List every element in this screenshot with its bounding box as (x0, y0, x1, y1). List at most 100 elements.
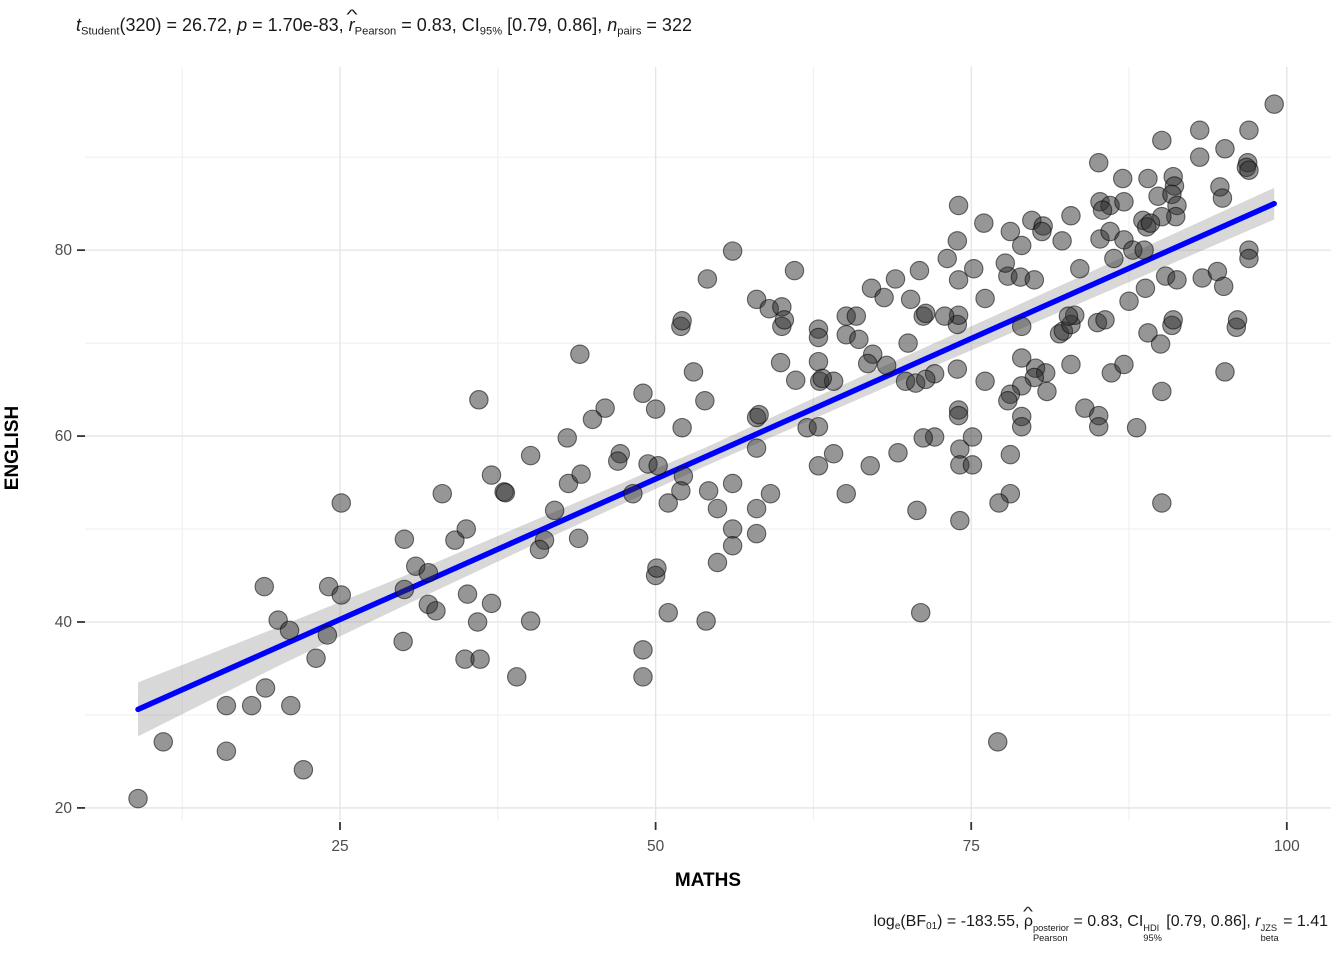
data-point (962, 455, 983, 475)
data-point (707, 498, 728, 519)
data-point (760, 483, 781, 504)
y-tick-label: 40 (55, 614, 73, 631)
data-point (495, 483, 516, 503)
data-point (281, 695, 301, 716)
bayes-caption: loge(BF01) = -183.55, ρ ^ posterior Pearson… (873, 905, 1328, 944)
data-point (1011, 235, 1032, 256)
data-point (255, 678, 276, 698)
data-point (774, 310, 795, 330)
data-point (394, 529, 415, 550)
stat-segment: = 322 (641, 15, 692, 35)
data-point (317, 625, 338, 645)
data-point (1032, 221, 1052, 242)
data-point (1138, 323, 1158, 343)
data-point (1212, 188, 1233, 208)
data-point (1134, 240, 1154, 260)
data-point (998, 390, 1018, 411)
data-point (568, 528, 589, 549)
data-point (331, 585, 352, 605)
data-point (1119, 291, 1139, 312)
data-point (975, 371, 995, 391)
data-point (1114, 354, 1134, 375)
confidence-band (138, 187, 1275, 737)
data-point (1126, 417, 1147, 438)
y-tick-label: 60 (55, 428, 73, 445)
data-point (469, 390, 489, 410)
data-point (658, 493, 678, 513)
data-point (671, 481, 691, 501)
data-point (506, 667, 527, 687)
data-point (128, 788, 148, 809)
data-point (888, 443, 908, 463)
x-tick-label: 25 (331, 838, 348, 855)
data-point (698, 481, 719, 501)
stat-segment: p (237, 15, 248, 35)
stat-segment: 95% (479, 25, 503, 38)
data-point (1227, 310, 1248, 330)
data-point (1189, 120, 1210, 140)
data-point (426, 601, 446, 621)
data-point (916, 303, 936, 324)
data-point (907, 500, 927, 521)
stat-segment: r ^ (346, 5, 358, 35)
data-point (520, 445, 541, 466)
data-point (947, 231, 968, 251)
data-point (849, 329, 869, 350)
data-point (648, 456, 668, 476)
data-point (1024, 270, 1045, 290)
stat-segment: log (873, 913, 895, 930)
stat-segment: e (894, 920, 901, 932)
data-point (432, 483, 453, 504)
data-point (913, 428, 933, 448)
data-point (1058, 306, 1079, 326)
data-point (948, 405, 969, 426)
data-point (331, 493, 352, 513)
data-point (1112, 168, 1133, 189)
y-tick-label: 80 (55, 242, 73, 259)
data-point (1092, 200, 1113, 220)
data-point (1061, 205, 1081, 226)
data-point (1135, 278, 1156, 299)
data-point (695, 390, 715, 411)
data-point (722, 519, 743, 539)
data-point (1152, 493, 1172, 513)
data-point (898, 333, 918, 353)
data-point (394, 579, 415, 600)
data-point (1011, 348, 1032, 368)
stat-segment: = 0.83, CI (1069, 913, 1144, 930)
stat-segment: pairs (617, 25, 642, 38)
data-point (1061, 354, 1081, 375)
data-point (1088, 417, 1109, 437)
data-point (418, 562, 439, 583)
stat-segment: t (76, 15, 82, 35)
data-point (607, 451, 628, 471)
data-point (1052, 231, 1072, 251)
data-point (885, 269, 906, 289)
data-point (1167, 270, 1187, 290)
data-point (481, 465, 502, 485)
data-point (784, 260, 805, 281)
data-point (1152, 381, 1172, 402)
data-point (393, 631, 413, 652)
data-point (1163, 310, 1183, 330)
data-point (785, 370, 806, 391)
data-point (456, 519, 476, 539)
data-point (633, 667, 653, 687)
data-point (254, 576, 275, 597)
data-point (874, 287, 894, 308)
data-point (746, 523, 767, 544)
data-point (1000, 444, 1021, 465)
stat-segment: (320) = 26.72, (119, 15, 238, 35)
data-point (279, 620, 300, 641)
stat-segment: (BF (900, 913, 927, 930)
x-tick-label: 50 (647, 838, 665, 855)
data-point (916, 369, 936, 390)
data-point (975, 288, 995, 309)
data-point (934, 306, 955, 326)
data-point (722, 536, 743, 556)
data-point (633, 640, 653, 660)
data-point (962, 427, 983, 447)
data-point (571, 464, 591, 484)
data-point (697, 269, 718, 289)
